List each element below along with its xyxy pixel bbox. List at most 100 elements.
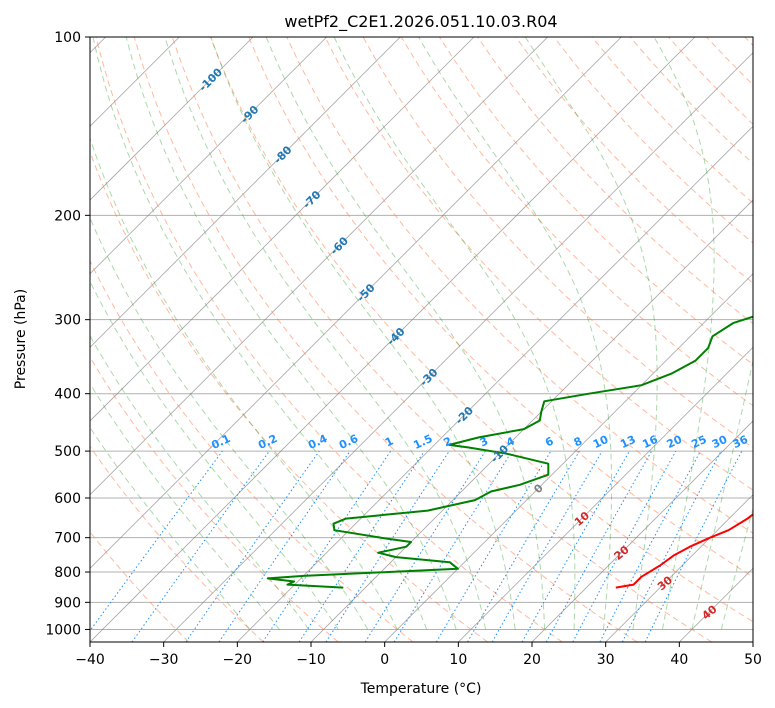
y-axis: 100 200 300 400 500 600 700 800 900 1000	[45, 30, 90, 638]
dry-adiabat-line	[90, 356, 339, 642]
isotherm-line	[90, 37, 475, 422]
x-tick-label: −10	[296, 652, 326, 668]
mixing-ratio-label: 25	[689, 433, 708, 451]
isotherm-line	[90, 37, 401, 348]
dry-adiabat-line	[668, 37, 753, 125]
dry-adiabat-line	[90, 259, 414, 642]
dewpoint-profile-line	[266, 315, 753, 589]
y-tick-label: 800	[54, 565, 81, 581]
mixing-ratio-label: 6	[543, 434, 556, 449]
x-tick-label: 40	[670, 652, 688, 668]
isotherm-line	[90, 37, 548, 496]
isotherm-line	[458, 346, 753, 642]
plot-frame	[89, 36, 754, 643]
moist-adiabat-line	[90, 426, 251, 630]
moist-adiabat-line	[333, 37, 576, 630]
dry-adiabat-line	[744, 37, 753, 47]
moist-adiabat-line	[265, 37, 546, 630]
dry-adiabat-label: 40	[699, 602, 719, 622]
mixing-ratio-line	[131, 450, 270, 642]
y-tick-label: 400	[54, 387, 81, 403]
x-tick-label: 50	[744, 652, 762, 668]
dry-adiabat-line	[90, 150, 488, 642]
mixing-ratio-label: 1.5	[411, 432, 434, 452]
dry-adiabat-line	[515, 37, 753, 284]
isotherm-line	[90, 37, 327, 275]
isotherm-label: -90	[238, 103, 261, 126]
mixing-ratio-label: 36	[731, 433, 751, 451]
moist-adiabat-line	[210, 37, 516, 630]
isotherm-label: -30	[417, 366, 440, 389]
mixing-ratio-label: 0.2	[256, 432, 279, 452]
y-axis-label: Pressure (hPa)	[13, 289, 29, 389]
moist-adiabat-line	[90, 216, 369, 630]
dry-adiabat-line	[171, 37, 712, 642]
dry-adiabat-line	[133, 37, 638, 642]
mixing-ratio-line	[90, 450, 223, 632]
mixing-ratio-line	[644, 450, 743, 642]
mixing-ratio-line	[364, 450, 486, 642]
x-tick-label: 30	[597, 652, 615, 668]
isotherm-line	[237, 125, 753, 642]
mixing-ratio-label: 8	[572, 434, 584, 449]
isotherm-label: -100	[196, 65, 225, 94]
moist-adiabat-line	[524, 37, 658, 630]
mixing-ratio-line	[218, 450, 351, 642]
y-tick-label: 100	[54, 30, 81, 46]
mixing-ratio-label: 30	[710, 433, 730, 451]
y-tick-label: 600	[54, 491, 81, 507]
dry-adiabat-line	[286, 37, 753, 534]
moist-adiabat-line	[691, 358, 753, 630]
profile-series	[266, 315, 753, 589]
y-tick-label: 200	[54, 208, 81, 224]
moist-adiabat-line	[653, 37, 715, 630]
mixing-ratio-label: 1	[383, 434, 395, 449]
mixing-ratio-line	[262, 450, 392, 642]
mixing-ratio-line	[572, 450, 677, 642]
moist-adiabat-line	[90, 280, 339, 630]
dry-adiabat-line	[90, 445, 264, 642]
isotherm-line	[90, 37, 622, 569]
y-tick-label: 700	[54, 531, 81, 547]
x-tick-label: −20	[223, 652, 253, 668]
mixing-ratio-line	[325, 450, 450, 642]
x-axis: −40 −30 −20 −10 0 10 20 30 40 50	[75, 642, 762, 668]
mixing-ratio-label: 10	[591, 433, 611, 451]
mixing-ratio-label: 13	[618, 433, 637, 451]
y-tick-label: 900	[54, 595, 81, 611]
moist-adiabat-line	[418, 37, 613, 630]
mixing-ratio-label: 16	[640, 433, 660, 451]
x-tick-label: −30	[149, 652, 179, 668]
chart-title: wetPf2_C2E1.2026.051.10.03.R04	[284, 12, 557, 32]
isotherm-line	[90, 37, 254, 201]
dry-adiabat-label: 10	[572, 509, 592, 529]
isotherm-line	[531, 420, 753, 642]
dry-adiabat-line	[210, 37, 753, 623]
isotherm-label: -80	[271, 143, 294, 166]
dry-adiabat-line	[324, 37, 753, 491]
x-tick-label: −40	[75, 652, 105, 668]
isotherm-line	[752, 641, 753, 642]
mixing-ratio-label: 0.1	[209, 432, 232, 452]
temperature-profile-line	[615, 513, 753, 589]
dry-adiabat-line	[95, 37, 563, 642]
isotherm-line	[90, 37, 696, 642]
isotherm-line	[163, 52, 753, 642]
moist-adiabat-line	[720, 506, 753, 630]
reference-line-labels: 0.1 0.2 0.4 0.6 1 1.5 2 3 4 6 8 10 13 16 20 25 30 36-100-…	[196, 65, 750, 622]
dry-adiabat-label: 20	[612, 543, 632, 563]
y-tick-label: 300	[54, 313, 81, 329]
x-tick-label: 0	[380, 652, 389, 668]
mixing-ratio-line	[298, 450, 425, 642]
y-tick-label: 1000	[45, 622, 81, 638]
y-tick-label: 500	[54, 444, 81, 460]
x-tick-label: 20	[523, 652, 541, 668]
mixing-ratio-line	[599, 450, 701, 642]
isotherm-label: -20	[453, 404, 476, 427]
moist-adiabat-line	[90, 136, 398, 630]
isotherm-line	[605, 494, 753, 642]
moist-adiabat-line	[164, 37, 487, 630]
moist-adiabat-line	[90, 382, 280, 630]
dry-adiabat-line	[706, 37, 753, 86]
